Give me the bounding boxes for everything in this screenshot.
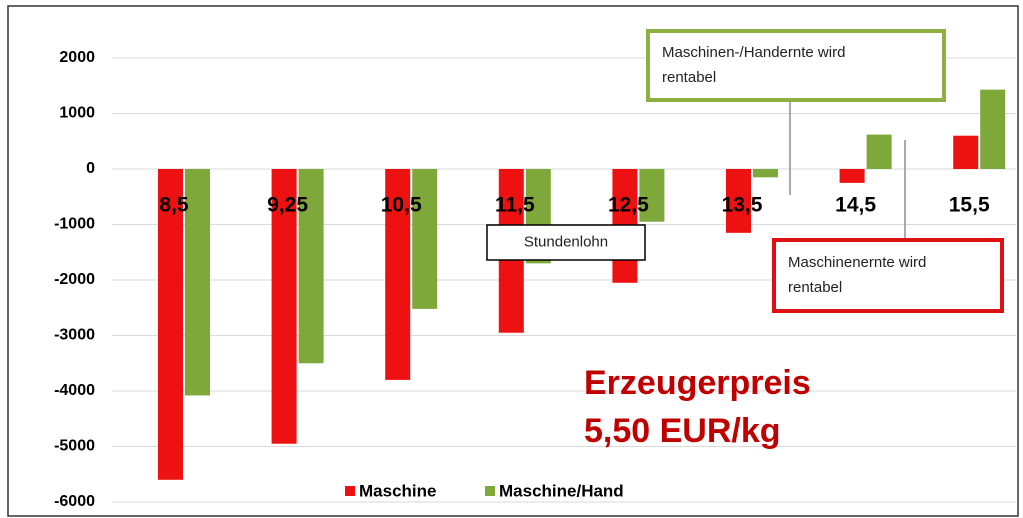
legend-swatch [345,486,355,496]
y-tick-label: -2000 [54,271,95,288]
x-tick-label: 13,5 [722,194,763,217]
bar [726,169,751,233]
annotation-text: 5,50 EUR/kg [584,412,781,450]
y-tick-label: 2000 [59,49,95,66]
x-tick-label: 15,5 [949,194,990,217]
annotation-text: Maschinenernte wird [788,254,926,271]
bar [980,89,1006,169]
annotation-box [772,238,1004,313]
legend-swatch [485,486,495,496]
bar [271,169,297,444]
x-tick-label: 14,5 [835,194,876,217]
annotation-text: rentabel [662,69,716,86]
y-tick-label: 1000 [59,105,95,122]
bar [412,169,438,309]
x-tick-label: 8,5 [159,194,189,217]
y-tick-label: -1000 [54,216,95,233]
y-tick-label: -5000 [54,438,95,455]
bar [639,169,665,222]
legend-label: Maschine/Hand [499,481,624,500]
bar [185,169,210,396]
x-tick-label: 9,25 [267,194,308,217]
y-tick-label: -6000 [54,493,95,510]
y-tick-label: 0 [86,160,95,177]
annotation-text: Maschinen-/Handernte wird [662,44,845,61]
bar [298,169,324,364]
annotation-box [486,224,646,261]
x-tick-label: 12,5 [608,194,649,217]
annotation-text: Stundenlohn [524,233,608,250]
bar [839,169,865,183]
annotation-text: Erzeugerpreis [584,364,811,402]
y-tick-label: -4000 [54,382,95,399]
bar [385,169,411,380]
annotation-text: rentabel [788,279,842,296]
bar [753,169,778,178]
x-tick-label: 11,5 [495,194,535,217]
annotation-box [646,29,946,102]
y-tick-label: -3000 [54,327,95,344]
bar [158,169,183,480]
legend-label: Maschine [359,481,436,500]
bar [866,134,892,169]
bar [953,135,979,169]
x-tick-label: 10,5 [381,194,422,217]
